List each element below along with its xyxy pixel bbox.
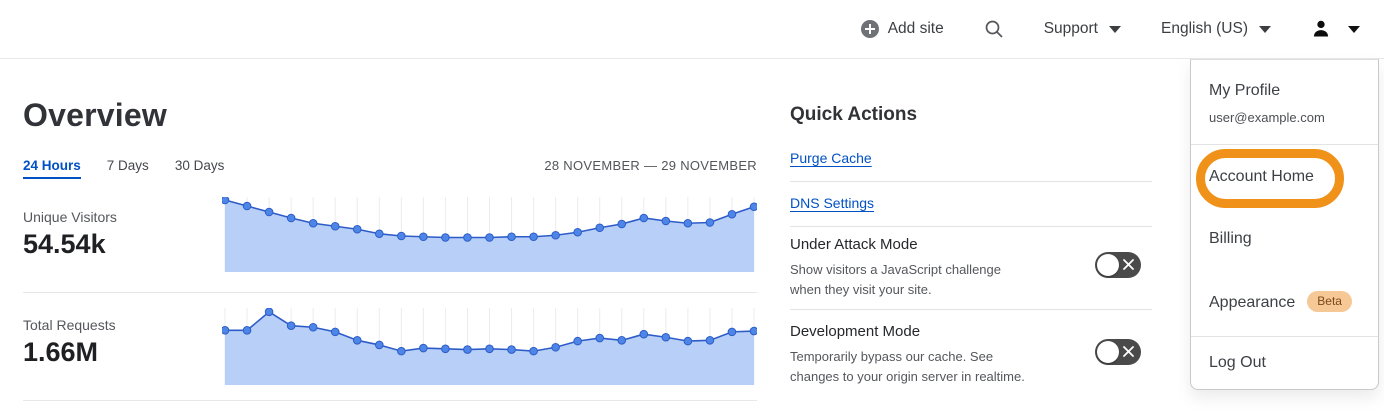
menu-item-account-home[interactable]: Account Home [1209,168,1314,185]
purge-cache-row: Purge Cache [790,150,1152,182]
menu-item-appearance[interactable]: Appearance Beta [1209,291,1352,312]
tab-30-days[interactable]: 30 Days [174,158,225,173]
divider [1191,336,1378,337]
quick-actions-title: Quick Actions [790,104,918,125]
total-requests-chart [220,307,759,390]
purge-cache-link[interactable]: Purge Cache [790,150,872,166]
metric-label: Unique Visitors [23,209,117,225]
menu-item-log-out[interactable]: Log Out [1209,354,1266,371]
appearance-label: Appearance [1209,294,1296,311]
topbar: Add site Support English (US) [0,0,1384,59]
divider [23,400,757,401]
user-dropdown-menu: My Profile user@example.com Account Home… [1190,59,1379,390]
user-email: user@example.com [1209,110,1325,125]
development-mode-title: Development Mode [790,323,921,340]
support-label: Support [1043,20,1098,37]
development-mode-description: Temporarily bypass our cache. See change… [790,349,1025,384]
divider [1191,144,1378,145]
chevron-down-icon [1109,25,1121,33]
divider [23,292,757,293]
language-label: English (US) [1161,20,1248,37]
unique-visitors-section: Unique Visitors 54.54k [23,195,759,272]
toggle-knob [1097,254,1119,276]
quick-actions-links: Purge Cache DNS Settings [790,150,1152,240]
x-icon [1123,259,1134,270]
time-range-tabs: 24 Hours 7 Days 30 Days 28 NOVEMBER — 29… [23,158,757,179]
menu-item-billing[interactable]: Billing [1209,230,1252,247]
under-attack-mode-toggle[interactable] [1095,252,1141,278]
user-account-button[interactable] [1311,19,1360,39]
add-site-button[interactable]: Add site [860,20,944,38]
metric-label: Total Requests [23,317,116,333]
page-title: Overview [23,97,167,133]
development-mode-toggle[interactable] [1095,339,1141,365]
chevron-down-icon [1348,25,1360,33]
under-attack-mode-description: Show visitors a JavaScript challenge whe… [790,262,1001,297]
add-site-label: Add site [887,20,944,37]
search-icon [985,20,1003,38]
tab-24-hours[interactable]: 24 Hours [23,158,81,179]
chevron-down-icon [1259,25,1271,33]
under-attack-mode-row: Under Attack Mode Show visitors a JavaSc… [790,236,1152,310]
metric-value: 54.54k [23,229,106,259]
beta-badge: Beta [1307,291,1352,312]
plus-icon [860,20,879,38]
date-range-label: 28 NOVEMBER — 29 NOVEMBER [544,158,757,173]
language-menu[interactable]: English (US) [1161,20,1271,38]
development-mode-row: Development Mode Temporarily bypass our … [790,323,1152,397]
toggle-knob [1097,341,1119,363]
unique-visitors-chart [220,195,759,277]
support-menu[interactable]: Support [1044,20,1121,38]
menu-item-my-profile[interactable]: My Profile [1209,82,1281,99]
search-button[interactable] [984,19,1004,39]
dns-settings-row: DNS Settings [790,195,1152,227]
under-attack-mode-title: Under Attack Mode [790,236,918,253]
user-icon [1313,20,1329,37]
dns-settings-link[interactable]: DNS Settings [790,195,875,211]
x-icon [1123,346,1134,357]
tab-7-days[interactable]: 7 Days [106,158,149,173]
total-requests-section: Total Requests 1.66M [23,307,759,385]
metric-value: 1.66M [23,337,99,367]
